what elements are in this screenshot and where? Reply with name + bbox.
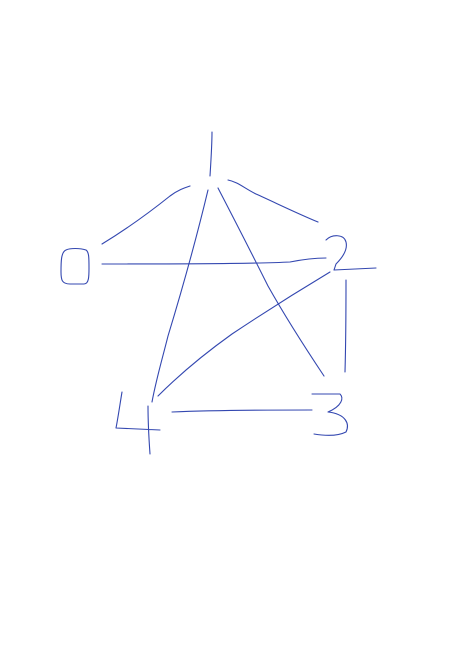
node-3: 3 <box>311 393 348 436</box>
edge-0-2 <box>101 257 327 265</box>
edge-2-3 <box>344 279 347 373</box>
edge-3-4 <box>171 409 313 413</box>
node-4: 4 <box>115 391 161 455</box>
edge-0-1 <box>101 185 191 245</box>
node-0: 0 <box>60 247 90 285</box>
node-2-glyph <box>325 235 377 271</box>
edge-1-2 <box>227 179 319 223</box>
node-1: 1 <box>209 131 213 177</box>
edges <box>101 179 347 413</box>
node-2: 2 <box>325 235 377 271</box>
node-0-glyph <box>60 247 90 285</box>
node-4-glyph <box>115 391 161 455</box>
node-3-glyph <box>311 393 348 436</box>
node-1-glyph <box>209 131 213 177</box>
edge-2-4 <box>157 271 331 397</box>
edge-1-3 <box>217 187 325 377</box>
edge-1-4 <box>151 189 209 403</box>
